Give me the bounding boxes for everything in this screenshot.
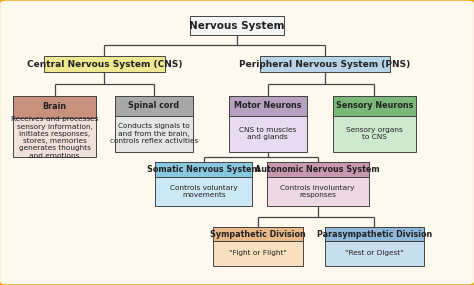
Text: Somatic Nervous System: Somatic Nervous System [147,165,260,174]
FancyBboxPatch shape [266,162,368,177]
FancyBboxPatch shape [13,96,96,118]
Text: Autonomic Nervous System: Autonomic Nervous System [255,165,380,174]
Text: Conducts signals to
and from the brain,
controls reflex activities: Conducts signals to and from the brain, … [110,123,198,144]
FancyBboxPatch shape [333,96,416,152]
FancyBboxPatch shape [155,162,252,177]
FancyBboxPatch shape [213,227,303,241]
Text: Controls voluntary
movements: Controls voluntary movements [170,185,237,198]
FancyBboxPatch shape [333,96,416,116]
Text: Peripheral Nervous System (PNS): Peripheral Nervous System (PNS) [239,60,410,69]
Text: Sensory Neurons: Sensory Neurons [336,101,413,110]
Text: Central Nervous System (CNS): Central Nervous System (CNS) [27,60,182,69]
FancyBboxPatch shape [115,96,193,152]
Text: Parasympathetic Division: Parasympathetic Division [317,229,432,239]
FancyBboxPatch shape [228,96,307,116]
Text: CNS to muscles
and glands: CNS to muscles and glands [239,127,296,140]
FancyBboxPatch shape [190,16,284,35]
Text: Brain: Brain [43,102,66,111]
FancyBboxPatch shape [260,56,390,72]
FancyBboxPatch shape [325,227,424,241]
FancyBboxPatch shape [228,96,307,152]
Text: Sensory organs
to CNS: Sensory organs to CNS [346,127,403,140]
Text: Sympathetic Division: Sympathetic Division [210,229,306,239]
FancyBboxPatch shape [213,227,303,266]
Text: Motor Neurons: Motor Neurons [234,101,301,110]
Text: Receives and processes
sensory information,
initiates responses,
stores, memorie: Receives and processes sensory informati… [11,117,98,159]
Text: Spinal cord: Spinal cord [128,101,180,110]
FancyBboxPatch shape [155,162,252,206]
Text: "Fight or Flight": "Fight or Flight" [229,250,287,256]
FancyBboxPatch shape [13,96,96,157]
Text: "Rest or Digest": "Rest or Digest" [345,250,404,256]
Text: Nervous System: Nervous System [189,21,285,31]
FancyBboxPatch shape [115,96,193,116]
Text: Controls involuntary
responses: Controls involuntary responses [280,185,355,198]
FancyBboxPatch shape [44,56,165,72]
FancyBboxPatch shape [325,227,424,266]
FancyBboxPatch shape [266,162,368,206]
